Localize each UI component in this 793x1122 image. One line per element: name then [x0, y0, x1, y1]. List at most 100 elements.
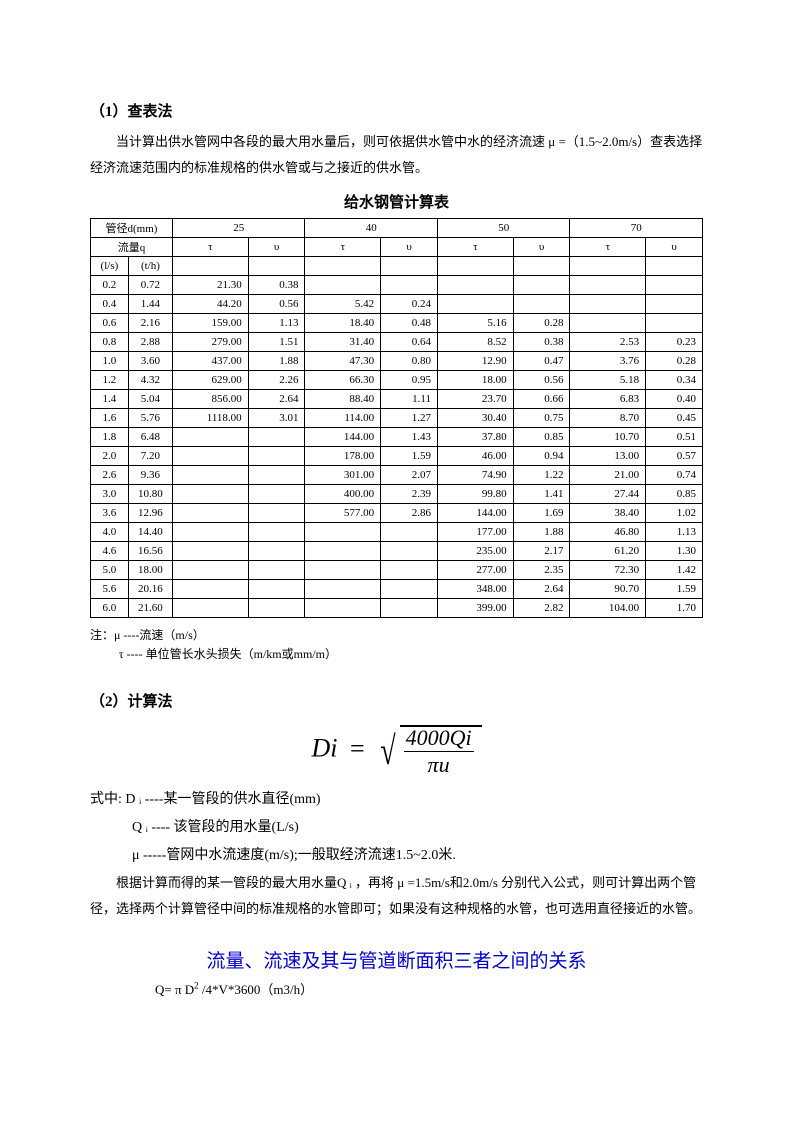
- table-row: 1.86.48144.001.4337.800.8510.700.51: [91, 428, 703, 447]
- table-cell: 235.00: [437, 542, 513, 561]
- table-cell: 1.2: [91, 371, 129, 390]
- table-cell: 0.64: [381, 333, 438, 352]
- table-cell: [248, 523, 305, 542]
- table-cell: 21.00: [570, 466, 646, 485]
- table-cell: [248, 580, 305, 599]
- table-cell: 74.90: [437, 466, 513, 485]
- table-cell: [248, 447, 305, 466]
- th-diam: 管径d(mm): [91, 219, 173, 238]
- table-cell: 1.44: [128, 295, 172, 314]
- table-cell: [172, 561, 248, 580]
- table-cell: 0.28: [646, 352, 703, 371]
- table-cell: 1.13: [646, 523, 703, 542]
- table-cell: 44.20: [172, 295, 248, 314]
- table-row: 5.018.00277.002.3572.301.42: [91, 561, 703, 580]
- table-cell: 114.00: [305, 409, 381, 428]
- table-cell: 1.42: [646, 561, 703, 580]
- table-cell: 1.59: [646, 580, 703, 599]
- equals-sign: =: [350, 734, 365, 763]
- th-ups: υ: [248, 238, 305, 257]
- table-cell: 1.02: [646, 504, 703, 523]
- def-d: 式中: D ᵢ ----某一管段的供水直径(mm): [90, 786, 703, 814]
- table-cell: 18.00: [128, 561, 172, 580]
- table-cell: [172, 466, 248, 485]
- th-tau: τ: [305, 238, 381, 257]
- table-row: 0.62.16159.001.1318.400.485.160.28: [91, 314, 703, 333]
- th-ls: (l/s): [91, 257, 129, 276]
- table-cell: 5.16: [437, 314, 513, 333]
- table-cell: 3.60: [128, 352, 172, 371]
- table-row: 3.010.80400.002.3999.801.4127.440.85: [91, 485, 703, 504]
- table-cell: 0.74: [646, 466, 703, 485]
- sqrt: √ 4000Qi πu: [377, 725, 481, 776]
- table-cell: [513, 276, 570, 295]
- table-cell: 2.16: [128, 314, 172, 333]
- table-row: 3.612.96577.002.86144.001.6938.401.02: [91, 504, 703, 523]
- table-cell: 18.00: [437, 371, 513, 390]
- table-cell: 0.75: [513, 409, 570, 428]
- table-cell: [172, 580, 248, 599]
- table-cell: 2.86: [381, 504, 438, 523]
- page: （1）查表法 当计算出供水管网中各段的最大用水量后，则可依据供水管中水的经济流速…: [0, 0, 793, 1038]
- table-cell: 30.40: [437, 409, 513, 428]
- table-cell: 0.38: [513, 333, 570, 352]
- table-cell: 1.43: [381, 428, 438, 447]
- table-cell: 0.95: [381, 371, 438, 390]
- table-cell: 0.85: [513, 428, 570, 447]
- table-cell: 0.40: [646, 390, 703, 409]
- table-cell: 0.51: [646, 428, 703, 447]
- table-row: 1.24.32629.002.2666.300.9518.000.565.180…: [91, 371, 703, 390]
- table-cell: 0.57: [646, 447, 703, 466]
- table-row: 1.03.60437.001.8847.300.8012.900.473.760…: [91, 352, 703, 371]
- table-row: 4.014.40177.001.8846.801.13: [91, 523, 703, 542]
- th-tau: τ: [570, 238, 646, 257]
- section2-paragraph: 根据计算而得的某一管段的最大用水量Q ᵢ ，再将 μ =1.5m/s和2.0m/…: [90, 870, 703, 922]
- table-cell: 7.20: [128, 447, 172, 466]
- table-cell: 14.40: [128, 523, 172, 542]
- table-cell: 1118.00: [172, 409, 248, 428]
- table-cell: 31.40: [305, 333, 381, 352]
- table-cell: [172, 447, 248, 466]
- table-cell: [305, 542, 381, 561]
- table-cell: [305, 580, 381, 599]
- table-cell: 0.80: [381, 352, 438, 371]
- table-cell: [513, 295, 570, 314]
- table-cell: 0.38: [248, 276, 305, 295]
- table-cell: 1.11: [381, 390, 438, 409]
- table-cell: 0.6: [91, 314, 129, 333]
- table-cell: [381, 523, 438, 542]
- table-cell: 0.28: [513, 314, 570, 333]
- table-head: 管径d(mm) 25 40 50 70 流量q τ υ τ υ τ υ τ υ …: [91, 219, 703, 276]
- table-cell: 3.6: [91, 504, 129, 523]
- table-cell: 2.26: [248, 371, 305, 390]
- section2-heading: （2）计算法: [90, 690, 703, 711]
- table-cell: 37.80: [437, 428, 513, 447]
- table-cell: 0.56: [513, 371, 570, 390]
- table-cell: 0.56: [248, 295, 305, 314]
- table-cell: 2.6: [91, 466, 129, 485]
- table-cell: 104.00: [570, 599, 646, 618]
- numerator: 4000Qi: [404, 727, 474, 752]
- table-cell: 144.00: [437, 504, 513, 523]
- table-cell: 348.00: [437, 580, 513, 599]
- table-cell: 27.44: [570, 485, 646, 504]
- table-cell: 21.30: [172, 276, 248, 295]
- table-cell: 66.30: [305, 371, 381, 390]
- table-cell: 301.00: [305, 466, 381, 485]
- table-cell: 0.94: [513, 447, 570, 466]
- sqrt-sign-icon: √: [380, 735, 395, 767]
- table-cell: 279.00: [172, 333, 248, 352]
- section3-eq: Q= π D2 /4*V*3600（m3/h）: [155, 979, 703, 998]
- table-cell: [646, 276, 703, 295]
- table-cell: 1.88: [248, 352, 305, 371]
- table-cell: 1.30: [646, 542, 703, 561]
- table-cell: [172, 485, 248, 504]
- table-cell: 2.07: [381, 466, 438, 485]
- table-cell: [646, 295, 703, 314]
- th-tau: τ: [172, 238, 248, 257]
- table-row: 2.07.20178.001.5946.000.9413.000.57: [91, 447, 703, 466]
- calc-table: 管径d(mm) 25 40 50 70 流量q τ υ τ υ τ υ τ υ …: [90, 218, 703, 618]
- table-cell: 577.00: [305, 504, 381, 523]
- table-cell: 5.18: [570, 371, 646, 390]
- table-cell: [248, 561, 305, 580]
